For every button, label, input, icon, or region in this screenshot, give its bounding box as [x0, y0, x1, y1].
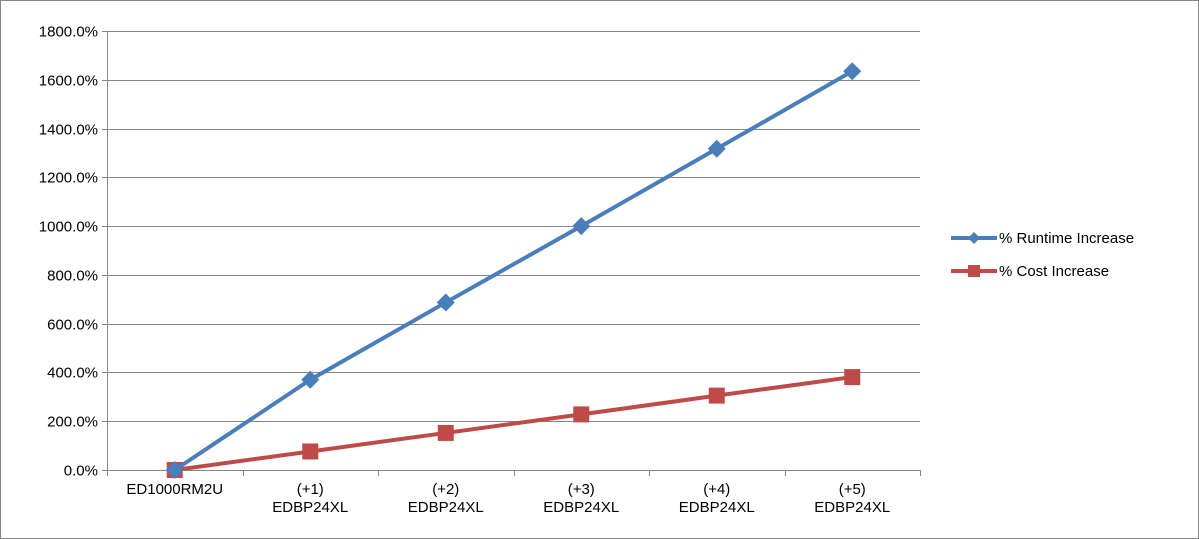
- x-tick-label-line: EDBP24XL: [679, 499, 755, 516]
- x-tick-label-line: ED1000RM2U: [126, 481, 223, 498]
- x-tick-label-line: EDBP24XL: [543, 499, 619, 516]
- legend-marker: [968, 265, 980, 277]
- x-tick-label: (+5) EDBP24XL: [814, 481, 890, 516]
- x-tick-labels: ED1000RM2U (+1) EDBP24XL(+2) EDBP24XL(+3) ED…: [126, 481, 890, 516]
- series-line: [172, 69, 855, 472]
- y-tick-label: 200.0%: [47, 414, 98, 431]
- y-tick-label: 1000.0%: [39, 219, 98, 236]
- y-tick-label: 1800.0%: [39, 24, 98, 41]
- data-point: [302, 443, 319, 460]
- data-point: [572, 217, 591, 236]
- x-tick-label: (+2) EDBP24XL: [408, 481, 484, 516]
- legend-marker: [968, 232, 980, 244]
- x-tick-label-line: (+4): [703, 481, 730, 498]
- legend: % Runtime Increase % Cost Increase: [951, 230, 1134, 280]
- legend-label: % Cost Increase: [999, 263, 1109, 280]
- data-point: [843, 62, 862, 81]
- data-point: [165, 461, 184, 479]
- x-tick-label: (+4) EDBP24XL: [679, 481, 755, 516]
- y-tick-label: 0.0%: [64, 463, 98, 480]
- y-tick-label: 1400.0%: [39, 122, 98, 139]
- x-tick-label-line: EDBP24XL: [814, 499, 890, 516]
- y-tick-label: 600.0%: [47, 317, 98, 334]
- y-tick-label: 800.0%: [47, 268, 98, 285]
- x-tick-label-line: (+3): [568, 481, 595, 498]
- x-tick-label-line: (+2): [432, 481, 459, 498]
- y-tick-labels: 0.0% 200.0% 400.0% 600.0% 800.0% 1000.0% 1200.…: [39, 24, 98, 480]
- data-point: [708, 387, 725, 404]
- x-tick-label: ED1000RM2U: [126, 481, 223, 498]
- y-tick-label: 1600.0%: [39, 73, 98, 90]
- series: [165, 62, 862, 479]
- x-tick-label: (+3) EDBP24XL: [543, 481, 619, 516]
- x-tick-label-line: (+1): [297, 481, 324, 498]
- data-point: [437, 424, 454, 441]
- data-point: [573, 406, 590, 423]
- axes: [102, 31, 921, 476]
- gridlines: [107, 31, 920, 422]
- data-point: [436, 293, 455, 312]
- series-line: [172, 375, 855, 472]
- x-tick-label-line: (+5): [839, 481, 866, 498]
- data-point: [301, 370, 320, 389]
- data-point: [707, 139, 726, 158]
- x-tick-label-line: EDBP24XL: [408, 499, 484, 516]
- x-tick-label: (+1) EDBP24XL: [272, 481, 348, 516]
- x-tick-label-line: EDBP24XL: [272, 499, 348, 516]
- legend-label: % Runtime Increase: [999, 230, 1134, 247]
- data-point: [844, 369, 861, 386]
- y-tick-label: 400.0%: [47, 365, 98, 382]
- y-tick-label: 1200.0%: [39, 170, 98, 187]
